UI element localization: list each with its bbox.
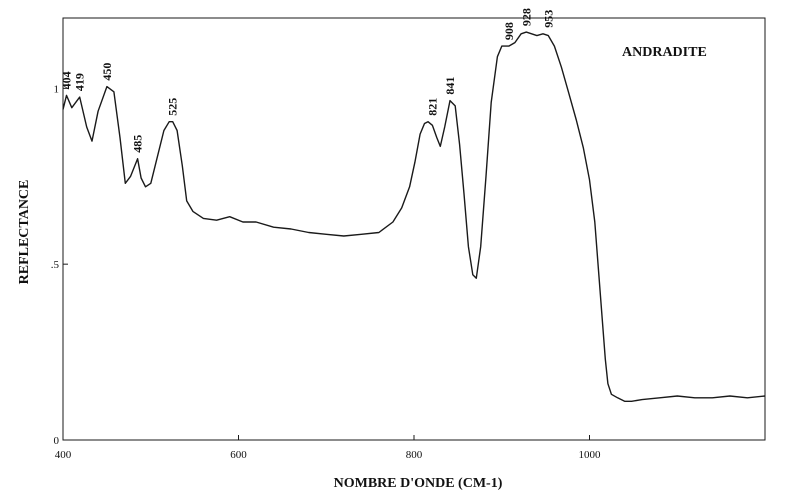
series-line [62,31,766,402]
x-tick-label: 800 [406,449,423,461]
peak-label: 841 [443,77,457,95]
x-axis-ticks: 400 600 800 1000 [55,435,601,461]
x-tick-label: 1000 [579,449,602,461]
plot-frame [62,17,766,441]
peak-label: 485 [131,135,145,153]
peak-label: 908 [502,22,516,40]
y-axis-ticks: 0.51 [51,83,68,447]
peak-label: 821 [425,98,439,116]
y-axis-title: REFLECTANCE [17,180,32,285]
x-tick-label: 600 [230,449,247,461]
peak-label: 525 [166,98,180,116]
y-tick-label: 0 [54,435,60,447]
y-tick-label: .5 [51,259,60,271]
x-axis-title: NOMBRE D'ONDE (CM-1) [334,476,503,491]
peak-label: 928 [519,8,533,26]
peak-label: 953 [541,10,555,28]
peak-label: 404 [60,71,74,89]
x-tick-label: 400 [55,449,72,461]
peak-label: 450 [100,63,114,81]
sample-name: ANDRADITE [622,45,707,60]
y-tick-label: 1 [54,83,60,95]
peak-label: 419 [73,73,87,91]
